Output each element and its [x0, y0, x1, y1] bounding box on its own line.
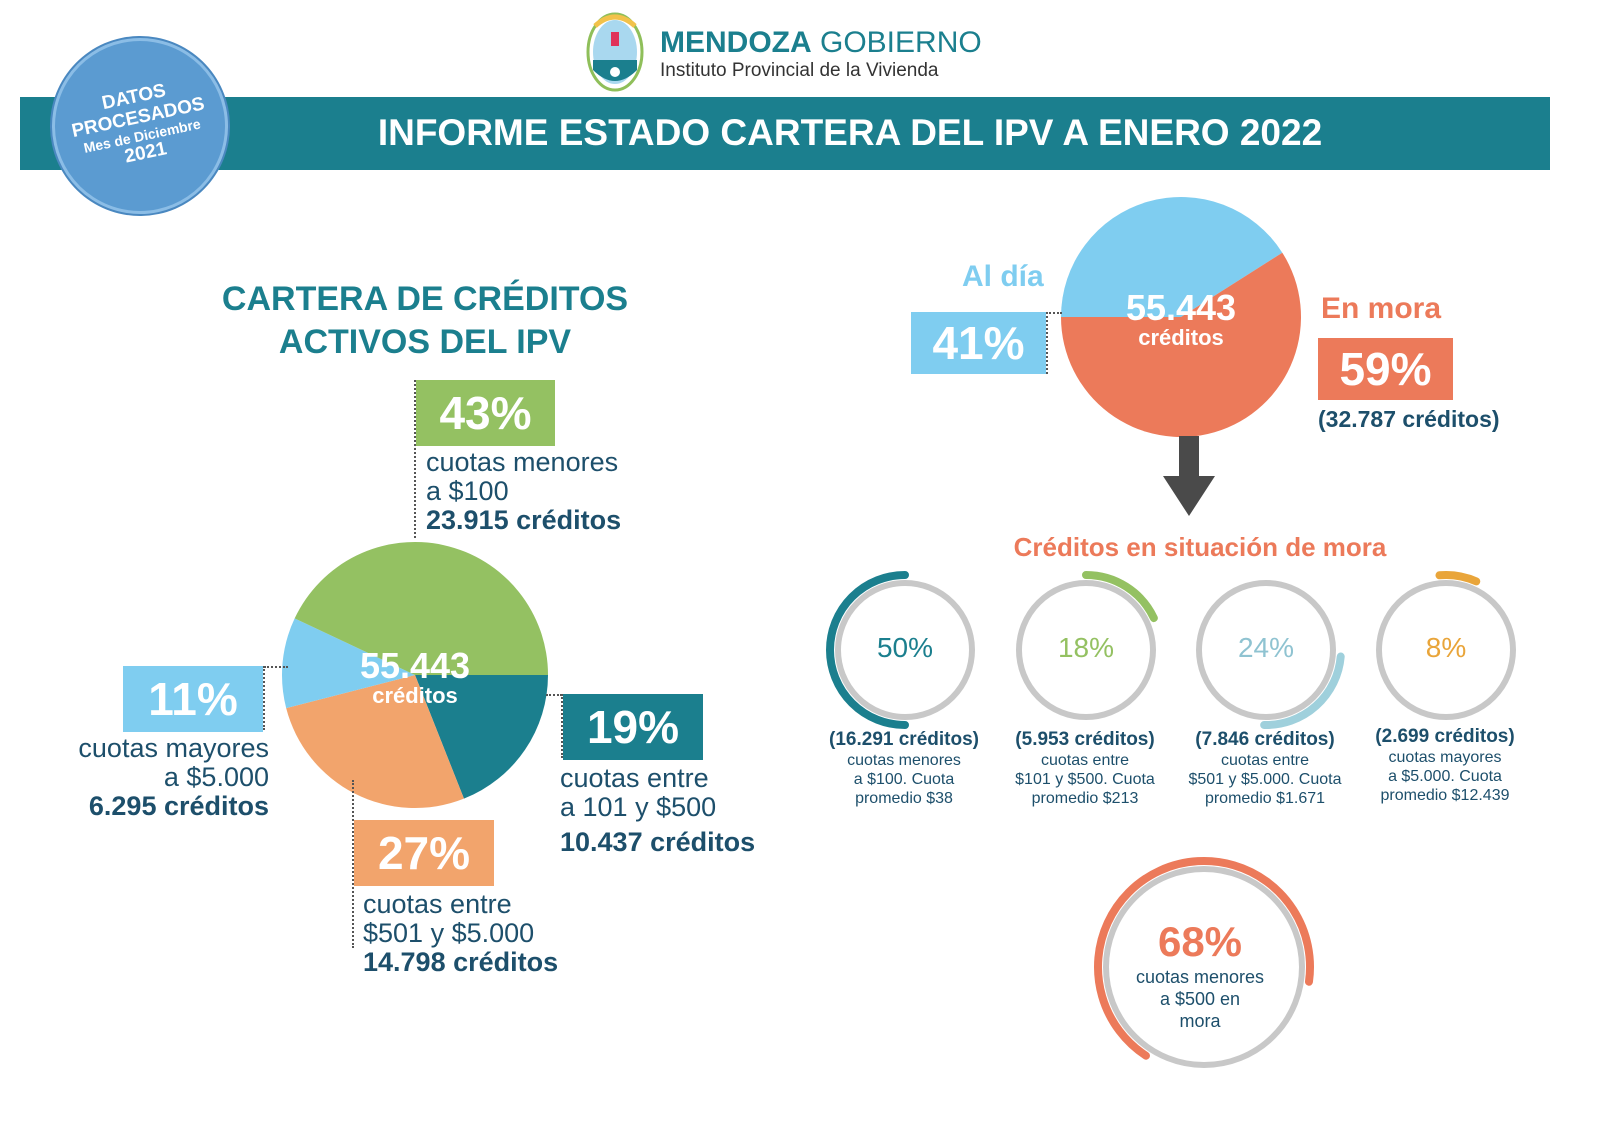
ring-caption: (2.699 créditos) cuotas mayores a $5.000. …: [1350, 726, 1540, 805]
pie-slice: [294, 542, 548, 675]
label-line: cuotas entre: [363, 889, 512, 919]
ring-caption-count: (7.846 créditos): [1195, 729, 1335, 750]
label-line: a $5.000: [163, 762, 269, 792]
page-title: INFORME ESTADO CARTERA DEL IPV A ENERO 2…: [377, 112, 1323, 153]
en-mora-badge: 59%: [1318, 338, 1453, 400]
slice-43-badge: 43%: [416, 380, 555, 446]
leader-line: [414, 380, 416, 538]
mora-68-line: a $500 en: [1159, 989, 1241, 1009]
al-dia-badge: 41%: [911, 312, 1046, 374]
label-count: 6.295 créditos: [88, 791, 269, 821]
section-title-line2: ACTIVOS DEL IPV: [278, 323, 572, 361]
ring-caption-line1: cuotas mayores: [1388, 749, 1502, 766]
ring-track: [1016, 580, 1156, 720]
label-line: cuotas menores: [426, 447, 619, 477]
pie2-center-label: créditos: [1138, 325, 1224, 350]
en-mora-label: En mora: [1321, 292, 1442, 325]
ring-track: [1376, 580, 1516, 720]
ring-arc: [826, 571, 909, 729]
title-banner: [20, 97, 1550, 170]
pie-slice: [1061, 196, 1283, 317]
mora-68-line: cuotas menores: [1135, 967, 1265, 987]
mendoza-logo-icon: [586, 12, 644, 92]
pie-slice: [286, 675, 464, 808]
mora-68-pct: 68%: [1157, 918, 1243, 965]
leader-line: [561, 694, 563, 758]
ring-pct: 18%: [1057, 632, 1115, 663]
ring-caption: (16.291 créditos) cuotas menores a $100. C…: [809, 729, 999, 808]
leader-line: [264, 666, 288, 668]
estado-pie-chart: [1061, 196, 1301, 437]
ring-track: [1196, 580, 1336, 720]
slice-43-label: cuotas menores a $100 23.915 créditos: [426, 448, 621, 535]
ring-caption-line2: $101 y $500. Cuota: [1015, 771, 1155, 788]
al-dia-label: Al día: [962, 260, 1044, 293]
ring-caption-line2: a $100. Cuota: [853, 771, 955, 788]
slice-19-badge: 19%: [563, 694, 703, 760]
pie2-center-value: 55.443: [1125, 287, 1237, 328]
ring-pct: 50%: [876, 632, 934, 663]
arrow-down-icon: [1163, 436, 1215, 516]
label-line: cuotas entre: [560, 763, 709, 793]
ring-caption: (7.846 créditos) cuotas entre $501 y $5.00…: [1170, 729, 1360, 808]
ring-track: [1103, 866, 1305, 1068]
ring-caption-line2: $501 y $5.000. Cuota: [1188, 771, 1342, 788]
ring-caption-count: (5.953 créditos): [1015, 729, 1155, 750]
leader-line: [352, 780, 354, 948]
slice-19-label: cuotas entre a 101 y $500 10.437 crédito…: [560, 764, 755, 857]
ring-caption-line1: cuotas menores: [847, 752, 961, 769]
slice-27-label: cuotas entre $501 y $5.000 14.798 crédit…: [363, 890, 558, 977]
label-line: cuotas mayores: [78, 733, 269, 763]
ring-track: [835, 580, 975, 720]
pie-slice: [1061, 252, 1301, 437]
ring-pct: 24%: [1237, 632, 1295, 663]
leader-line: [1046, 312, 1062, 314]
ring-caption-line3: promedio $38: [855, 790, 953, 807]
label-count: 10.437 créditos: [560, 827, 756, 857]
ring-caption-line3: promedio $213: [1031, 790, 1139, 807]
label-line: $501 y $5.000: [363, 918, 535, 948]
label-line: a 101 y $500: [560, 792, 717, 822]
logo-subtitle: Instituto Provincial de la Vivienda: [660, 60, 939, 81]
leader-line: [1046, 312, 1048, 374]
leader-line: [263, 666, 265, 730]
ring-arc: [1082, 571, 1158, 623]
section-title: CARTERA DE CRÉDITOS ACTIVOS DEL IPV: [180, 278, 670, 364]
en-mora-count: (32.787 créditos): [1318, 406, 1500, 432]
ring-caption-line2: a $5.000. Cuota: [1388, 768, 1502, 785]
label-count: 14.798 créditos: [363, 947, 559, 977]
slice-11-label: cuotas mayores a $5.000 6.295 créditos: [40, 734, 269, 821]
ring-arc: [1260, 652, 1345, 729]
section-title-line1: CARTERA DE CRÉDITOS: [221, 280, 629, 318]
logo-brand: MENDOZA GOBIERNO: [660, 26, 982, 59]
ring-caption-line3: promedio $1.671: [1204, 790, 1326, 807]
label-count: 23.915 créditos: [426, 505, 622, 535]
label-line: a $100: [426, 476, 509, 506]
ring-pct: 8%: [1425, 632, 1467, 663]
ring-arc: [1435, 571, 1481, 586]
ring-arc: [1094, 857, 1314, 1060]
pie-slice: [415, 675, 548, 799]
slice-11-badge: 11%: [123, 666, 263, 732]
slice-27-badge: 27%: [354, 820, 494, 886]
mora-section-title: Créditos en situación de mora: [1013, 532, 1387, 562]
ring-caption-count: (2.699 créditos): [1375, 726, 1515, 747]
pie-slice: [282, 618, 415, 709]
ring-caption-line1: cuotas entre: [1040, 752, 1130, 769]
pie1-center-value: 55.443: [359, 645, 471, 686]
ring-caption: (5.953 créditos) cuotas entre $101 y $500.…: [990, 729, 1180, 808]
pie1-center-label: créditos: [372, 683, 458, 708]
ring-caption-line1: cuotas entre: [1220, 752, 1310, 769]
leader-line: [546, 694, 562, 696]
ring-caption-line3: promedio $12.439: [1380, 787, 1510, 804]
ring-caption-count: (16.291 créditos): [829, 729, 979, 750]
cartera-pie-chart: [282, 542, 548, 808]
mora-68-line: mora: [1179, 1011, 1221, 1031]
